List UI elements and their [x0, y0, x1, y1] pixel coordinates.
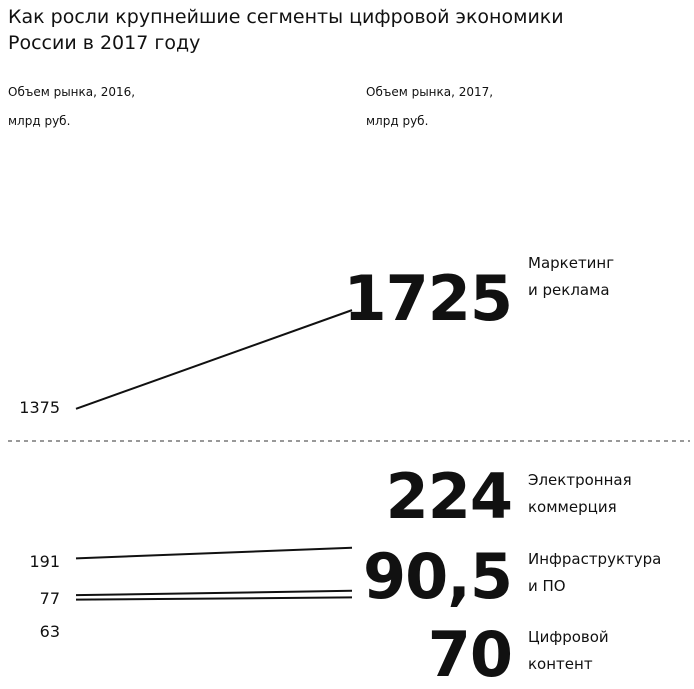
- slope-line: [75, 309, 353, 410]
- series-header: Объем рынка, 2016, млрд руб.: [8, 85, 136, 128]
- category-label: Цифровой контент: [528, 628, 609, 673]
- start-value-label: 1375: [19, 398, 60, 417]
- start-value-label: 63: [39, 622, 60, 641]
- slope-line: [75, 589, 353, 597]
- end-value-label: 1725: [343, 262, 513, 335]
- category-label: Инфраструктура и ПО: [528, 550, 662, 595]
- series-header: Объем рынка, 2017, млрд руб.: [366, 85, 494, 128]
- slope-line: [75, 546, 353, 560]
- category-label: Маркетинг и реклама: [528, 254, 615, 299]
- chart-title: Как росли крупнейшие сегменты цифровой э…: [8, 6, 564, 54]
- slope-line: [75, 596, 353, 601]
- start-value-label: 191: [29, 552, 60, 571]
- end-value-label: 90,5: [363, 540, 513, 613]
- end-value-label: 70: [427, 618, 513, 689]
- category-label: Электронная коммерция: [528, 471, 632, 516]
- end-value-label: 224: [385, 460, 513, 533]
- start-value-label: 77: [39, 589, 60, 608]
